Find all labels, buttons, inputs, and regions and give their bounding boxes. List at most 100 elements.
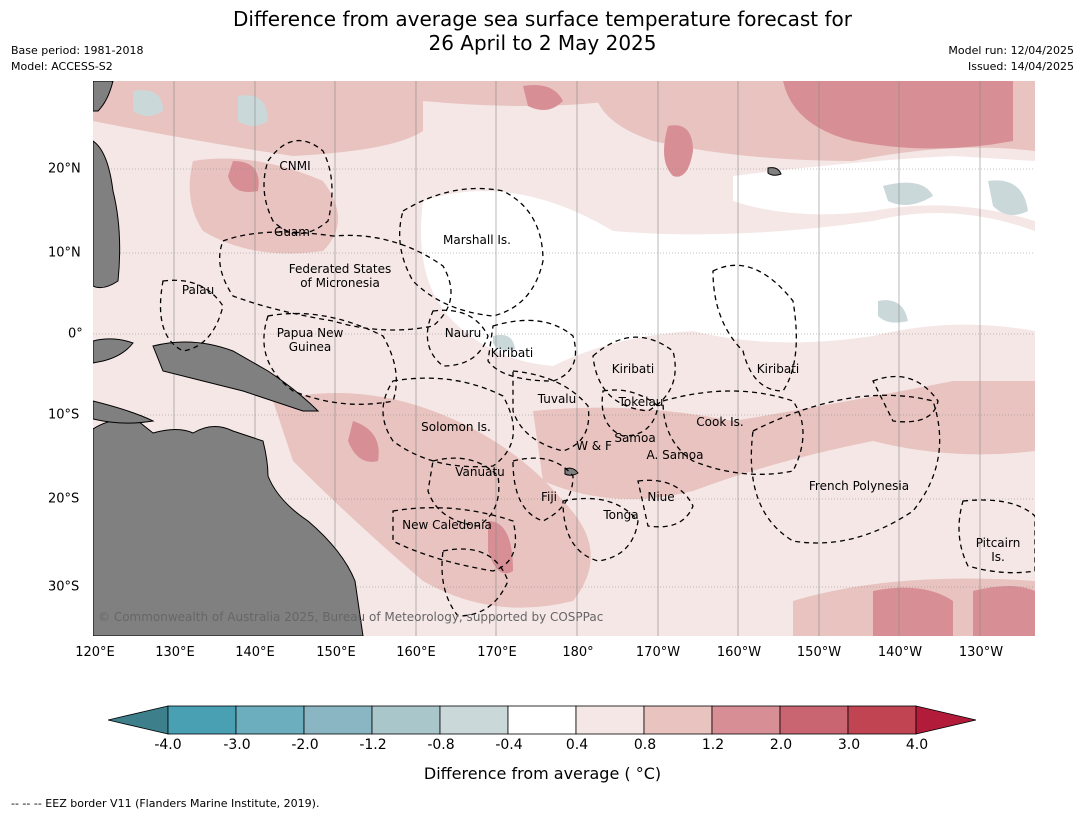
eez-french-polynesia	[750, 394, 941, 544]
cool-patch-4	[878, 300, 908, 323]
warm-zone-philippine-sea	[189, 158, 338, 254]
label-png-line2: Guinea	[288, 340, 332, 354]
label-wallis-futuna: W & F	[576, 439, 612, 453]
model-name: Model: ACCESS-S2	[11, 60, 113, 73]
colorbar-segment-8	[643, 705, 713, 735]
colorbar-title: Difference from average ( °C)	[423, 764, 662, 783]
eez-cnmi	[263, 139, 333, 234]
eez-tokelau	[601, 389, 659, 437]
colorbar-segment-4	[371, 705, 441, 735]
copyright-notice: © Commonwealth of Australia 2025, Bureau…	[98, 610, 604, 624]
colorbar-tick-11: 4.0	[905, 737, 929, 753]
sst-anomaly-map	[93, 81, 1035, 636]
eez-png	[263, 312, 397, 405]
y-tick-0: 0°	[68, 326, 83, 342]
x-tick-170e: 170°E	[477, 645, 517, 660]
eez-kiribati-e	[712, 264, 797, 392]
eez-tonga	[562, 497, 639, 562]
fiji-island	[564, 467, 579, 476]
map-title: Difference from average sea surface temp…	[0, 7, 1085, 55]
colorbar-segment-7	[575, 705, 645, 735]
colorbar-segment-2	[235, 705, 305, 735]
x-tick-180: 180°	[562, 645, 594, 660]
warm-zone-northwest	[93, 81, 653, 156]
australia	[93, 419, 364, 636]
colorbar-tick-6: 0.4	[565, 737, 589, 753]
eez-pitcairn	[958, 499, 1035, 574]
label-cook: Cook Is.	[696, 415, 744, 429]
x-tick-130w: 130°W	[958, 645, 1004, 660]
label-fsm: Federated States of Micronesia	[289, 262, 391, 290]
x-tick-160e: 160°E	[396, 645, 436, 660]
issued-date: Issued: 14/04/2025	[967, 60, 1074, 73]
label-png-line1: Papua New	[276, 326, 344, 340]
label-tuvalu: Tuvalu	[537, 392, 577, 406]
x-tick-120e: 120°E	[75, 645, 115, 660]
label-tokelau: Tokelau	[618, 395, 664, 409]
colorbar-tick-9: 2.0	[769, 737, 793, 753]
colorbar-tick-3: -1.2	[359, 737, 387, 753]
meta-left: Base period: 1981-2018 Model: ACCESS-S2	[11, 43, 143, 75]
eez-kiribati-c	[592, 336, 676, 412]
label-pitcairn-line1: Pitcairn	[975, 536, 1021, 550]
y-tick-20n: 20°N	[48, 161, 81, 177]
timor	[93, 400, 155, 424]
y-tick-10s: 10°S	[48, 407, 80, 423]
label-french-polynesia: French Polynesia	[808, 479, 910, 493]
colorbar-segment-1	[167, 705, 237, 735]
hot-patch-south	[873, 587, 953, 636]
label-kiribati-west: Kiribati	[490, 346, 534, 360]
eez-solomon	[382, 377, 515, 468]
colorbar-tick-1: -3.0	[223, 737, 251, 753]
eez-footer-note: -- -- -- EEZ border V11 (Flanders Marine…	[11, 797, 320, 810]
y-tick-10n: 10°N	[48, 245, 81, 261]
x-tick-140w: 140°W	[877, 645, 923, 660]
cool-patch-1	[133, 90, 163, 116]
colorbar-tick-5: -0.4	[495, 737, 523, 753]
label-new-caledonia: New Caledonia	[402, 518, 492, 532]
eez-vanuatu	[427, 457, 500, 527]
colorbar-tick-10: 3.0	[837, 737, 861, 753]
colorbar-segment-11	[847, 705, 917, 735]
colorbar-segments	[108, 705, 977, 735]
label-pitcairn-line2: Is.	[991, 550, 1005, 564]
label-nauru: Nauru	[444, 326, 482, 340]
base-period: Base period: 1981-2018	[11, 44, 144, 57]
colorbar-tick-4: -0.8	[427, 737, 455, 753]
x-tick-130e: 130°E	[155, 645, 195, 660]
land	[93, 81, 782, 636]
label-pitcairn: Pitcairn Is.	[976, 536, 1021, 564]
cool-patch-6	[883, 182, 933, 205]
label-kiribati-east: Kiribati	[756, 362, 800, 376]
colorbar-tick-7: 0.8	[633, 737, 657, 753]
title-line-2: 26 April to 2 May 2025	[428, 31, 657, 55]
eez-borders	[159, 139, 1035, 617]
label-tonga: Tonga	[603, 508, 639, 522]
eez-marquesas	[872, 375, 939, 423]
hot-patch-west	[228, 161, 259, 192]
colorbar-segment-5	[439, 705, 509, 735]
label-american-samoa: A. Samoa	[646, 448, 704, 462]
colorbar-segment-3	[303, 705, 373, 735]
label-png: Papua New Guinea	[277, 326, 344, 354]
hot-patch-north	[523, 85, 563, 110]
taiwan	[93, 81, 114, 112]
eez-nauru	[426, 309, 489, 367]
eez-palau	[159, 279, 224, 352]
eez-tuvalu	[512, 370, 590, 452]
colorbar-extend-low	[108, 705, 169, 735]
label-marshall: Marshall Is.	[443, 233, 511, 247]
warm-zone-south-pacific	[533, 381, 1035, 499]
hot-patch-central-north	[664, 125, 693, 177]
label-niue: Niue	[647, 490, 675, 504]
colorbar-segment-9	[711, 705, 781, 735]
y-tick-30s: 30°S	[48, 579, 80, 595]
eez-new-caledonia	[392, 507, 517, 572]
label-fsm-line2: of Micronesia	[300, 276, 380, 290]
title-line-1: Difference from average sea surface temp…	[232, 7, 852, 31]
cool-patch-2	[238, 95, 268, 126]
hot-patch-northeast	[783, 81, 1013, 149]
label-samoa: Samoa	[614, 431, 656, 445]
label-guam: Guam	[274, 225, 310, 239]
label-kiribati-central: Kiribati	[611, 362, 655, 376]
